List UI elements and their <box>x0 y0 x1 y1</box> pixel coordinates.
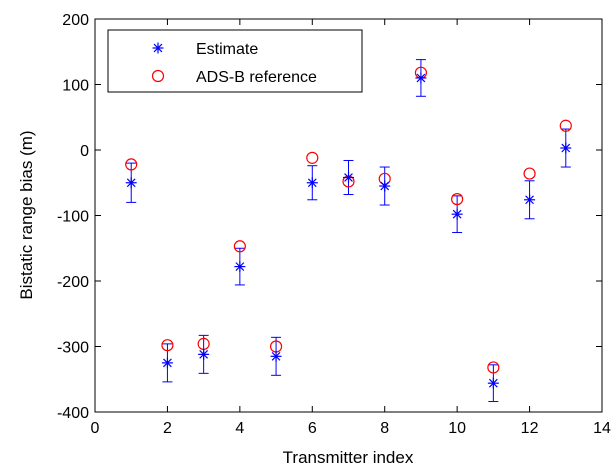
reference-point <box>125 158 138 171</box>
y-tick-label: 0 <box>80 143 89 160</box>
asterisk-stroke <box>199 349 209 359</box>
y-tick-label: -300 <box>57 340 89 357</box>
asterisk-stroke <box>488 378 498 388</box>
estimate-point <box>125 177 137 189</box>
reference-point <box>161 339 174 352</box>
x-ticks: 0 2 4 6 8 10 12 14 <box>91 19 611 437</box>
estimate-point <box>560 142 572 154</box>
x-tick-label: 12 <box>521 420 539 437</box>
estimate-point <box>270 350 282 362</box>
asterisk-stroke <box>525 195 534 205</box>
legend: Estimate ADS-B reference <box>107 29 363 93</box>
y-tick-label: 100 <box>62 78 89 95</box>
reference-point <box>233 240 246 253</box>
x-tick-label: 0 <box>91 420 100 437</box>
reference-point <box>306 151 319 164</box>
asterisk-stroke <box>380 181 390 191</box>
asterisk-stroke <box>163 358 172 368</box>
y-axis-title: Bistatic range bias (m) <box>17 130 36 299</box>
asterisk-stroke <box>235 262 245 271</box>
legend-estimate-label: Estimate <box>196 41 258 58</box>
legend-reference-marker <box>151 69 165 83</box>
reference-point <box>559 119 572 132</box>
y-ticks: -400 -300 -200 -100 0 100 200 <box>57 12 602 422</box>
legend-asterisk <box>152 42 164 54</box>
x-tick-label: 14 <box>593 420 611 437</box>
estimate-point <box>306 177 318 189</box>
asterisk-stroke <box>561 143 571 153</box>
estimate-point <box>524 194 536 206</box>
asterisk-stroke <box>307 178 317 188</box>
estimate-point <box>487 377 499 389</box>
y-tick-label: 200 <box>62 12 89 29</box>
y-tick-label: -100 <box>57 209 89 226</box>
estimate-markers <box>125 72 572 389</box>
asterisk-stroke <box>452 209 462 219</box>
estimate-point <box>415 72 427 84</box>
estimate-point <box>451 208 463 220</box>
y-tick-label: -200 <box>57 274 89 291</box>
estimate-point <box>379 180 391 192</box>
legend-reference-label: ADS-B reference <box>196 69 317 86</box>
estimate-point <box>198 348 210 360</box>
reference-point <box>487 361 500 374</box>
reference-point <box>523 167 536 180</box>
asterisk-stroke <box>344 173 353 182</box>
x-tick-label: 10 <box>448 420 466 437</box>
x-tick-label: 6 <box>308 420 317 437</box>
estimate-point <box>161 357 173 369</box>
reference-markers <box>125 66 572 374</box>
y-tick-label: -400 <box>57 405 89 422</box>
x-tick-label: 4 <box>235 420 244 437</box>
x-tick-label: 2 <box>163 420 172 437</box>
estimate-point <box>343 172 354 184</box>
asterisk-stroke <box>153 43 163 53</box>
estimate-point <box>234 261 246 273</box>
x-axis-title: Transmitter index <box>283 448 414 467</box>
reference-point <box>451 193 464 206</box>
asterisk-stroke <box>416 73 426 83</box>
asterisk-stroke <box>126 178 136 188</box>
asterisk-stroke <box>271 351 281 361</box>
legend-box <box>107 29 363 93</box>
x-tick-label: 8 <box>380 420 389 437</box>
legend-estimate-marker <box>152 42 164 54</box>
